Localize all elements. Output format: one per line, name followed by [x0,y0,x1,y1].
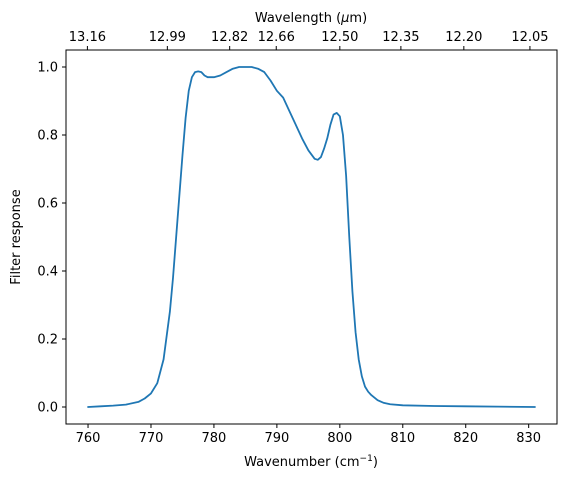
y-axis-label: Filter response [9,189,24,284]
y-tick-label: 1.0 [37,61,58,76]
y-tick-label: 0.6 [37,197,58,212]
x-tick-label: 770 [139,431,164,446]
top-x-tick-label: 12.05 [511,30,548,45]
ticks-layer: 760 770 780 790 800 810 820 830 0.0 0.2 0.4 0.6 0.8 1… [37,30,548,446]
y-tick-label: 0.0 [37,401,58,416]
x-tick-label: 830 [516,431,541,446]
x-tick-label: 820 [453,431,478,446]
top-x-tick-label: 12.99 [149,30,186,45]
top-x-tick-label: 12.82 [211,30,248,45]
top-x-tick-label: 12.50 [321,30,358,45]
top-x-tick-label: 12.66 [258,30,295,45]
y-tick-label: 0.8 [37,129,58,144]
x-tick-label: 760 [76,431,101,446]
plot-frame [65,49,558,425]
y-tick-label: 0.4 [37,265,58,280]
x-tick-label: 800 [327,431,352,446]
x-tick-label: 810 [390,431,415,446]
top-x-tick-label: 12.35 [382,30,419,45]
top-x-tick-label: 12.20 [445,30,482,45]
x-tick-label: 780 [202,431,227,446]
x-axis-label: Wavenumber (cm−1) [244,454,378,470]
top-x-axis-label: Wavelength (μm) [255,11,367,26]
series-line-filter-response [87,66,536,408]
x-tick-label: 790 [264,431,289,446]
y-tick-label: 0.2 [37,333,58,348]
top-x-tick-label: 13.16 [69,30,106,45]
